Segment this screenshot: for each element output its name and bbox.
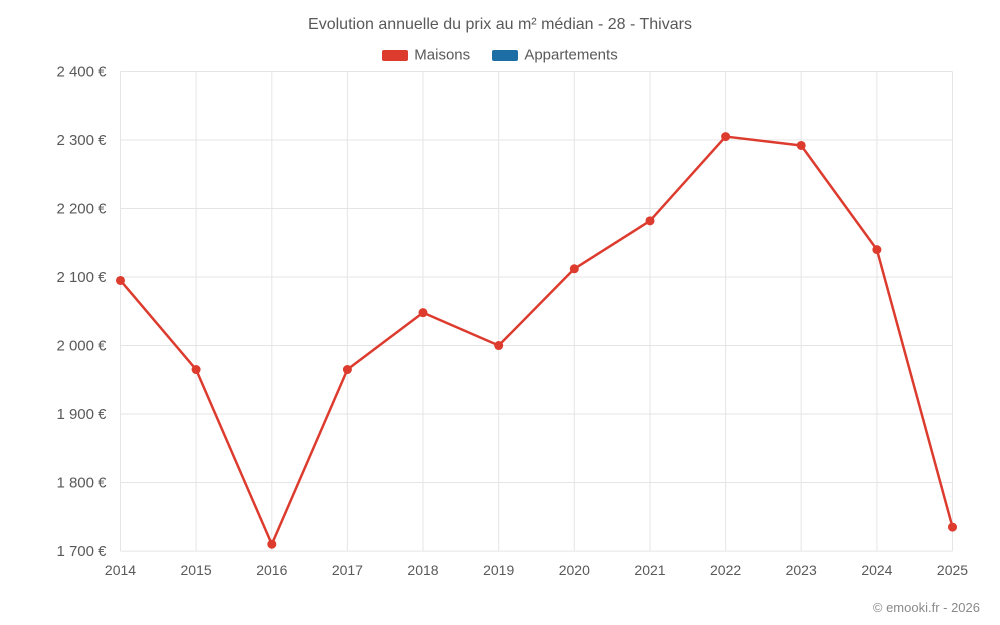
svg-text:2 300 €: 2 300 € xyxy=(56,132,107,149)
svg-text:2017: 2017 xyxy=(332,562,363,578)
svg-text:2025: 2025 xyxy=(937,562,968,578)
svg-text:© emooki.fr - 2026: © emooki.fr - 2026 xyxy=(873,600,980,615)
svg-text:2 100 €: 2 100 € xyxy=(56,269,107,286)
svg-text:2 200 €: 2 200 € xyxy=(56,201,107,218)
svg-text:2 000 €: 2 000 € xyxy=(56,338,107,355)
svg-text:2016: 2016 xyxy=(256,562,287,578)
svg-text:2021: 2021 xyxy=(634,562,665,578)
svg-text:2019: 2019 xyxy=(483,562,514,578)
svg-text:2015: 2015 xyxy=(181,562,212,578)
svg-text:2020: 2020 xyxy=(559,562,590,578)
svg-text:2023: 2023 xyxy=(786,562,817,578)
svg-text:2018: 2018 xyxy=(407,562,438,578)
svg-text:2024: 2024 xyxy=(861,562,892,578)
svg-text:1 800 €: 1 800 € xyxy=(56,475,107,492)
svg-text:1 900 €: 1 900 € xyxy=(56,406,107,423)
svg-text:2014: 2014 xyxy=(105,562,136,578)
svg-text:1 700 €: 1 700 € xyxy=(56,543,107,560)
svg-text:2 400 €: 2 400 € xyxy=(56,63,107,80)
svg-text:2022: 2022 xyxy=(710,562,741,578)
